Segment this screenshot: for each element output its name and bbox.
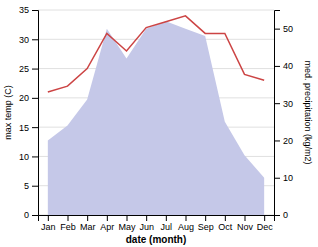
axis-line xyxy=(275,11,281,216)
tick-mark xyxy=(264,215,265,221)
tick-label: 15 xyxy=(19,123,29,133)
y-axis-title: max temp (C) xyxy=(3,85,13,140)
grid xyxy=(38,10,274,215)
tick-mark xyxy=(205,215,206,221)
tick-mark xyxy=(107,215,108,221)
tick: Dec xyxy=(257,215,274,232)
tick: Jul xyxy=(161,215,173,232)
tick-mark xyxy=(274,140,280,141)
tick-label: Aug xyxy=(178,222,194,232)
tick: Apr xyxy=(100,215,114,232)
tick: 15 xyxy=(19,123,38,133)
x-axis: Jan Feb Mar Apr MayJun Jul Aug Sep Oct NovDec xyxy=(39,215,275,232)
line xyxy=(48,16,264,92)
tick-mark xyxy=(274,178,280,179)
axis-line xyxy=(32,11,39,216)
tick-label: 10 xyxy=(283,173,293,183)
tick-mark xyxy=(48,215,49,221)
tick-mark xyxy=(225,215,226,221)
tick-label: 35 xyxy=(19,5,29,15)
tick-label: 5 xyxy=(24,181,29,191)
tick: Jun xyxy=(139,215,154,232)
tick: Aug xyxy=(178,215,194,232)
tick: Nov xyxy=(237,215,254,232)
tick-mark xyxy=(146,215,147,221)
tick: 50 xyxy=(274,24,293,34)
y2-axis-title: med. precipitation (kg/m2) xyxy=(303,60,313,164)
x-axis-title: date (month) xyxy=(126,234,187,245)
tick: 30 xyxy=(274,99,293,109)
tick-mark xyxy=(32,10,38,11)
tick-mark xyxy=(32,156,38,157)
tick: 5 xyxy=(24,181,38,191)
tick-mark xyxy=(32,98,38,99)
tick: 0 xyxy=(274,210,288,220)
tick-label: Apr xyxy=(100,222,114,232)
tick-mark xyxy=(87,215,88,221)
tick-label: 0 xyxy=(283,210,288,220)
tick-mark xyxy=(32,186,38,187)
tick-mark xyxy=(166,215,167,221)
tick: 30 xyxy=(19,35,38,45)
tick: 10 xyxy=(274,173,293,183)
tick: May xyxy=(118,215,136,232)
tick-mark xyxy=(127,215,128,221)
tick: 25 xyxy=(19,64,38,74)
axis-line xyxy=(39,216,275,222)
tick-label: 20 xyxy=(19,93,29,103)
tick-label: 40 xyxy=(283,61,293,71)
tick-mark xyxy=(32,39,38,40)
tick-label: 25 xyxy=(19,64,29,74)
tick-label: 10 xyxy=(19,152,29,162)
tick-mark xyxy=(32,127,38,128)
grid-line xyxy=(38,10,274,11)
y2-axis: 0 10 20 30 40 50 xyxy=(274,11,293,221)
tick: Jan xyxy=(41,215,56,232)
tick-mark xyxy=(245,215,246,221)
tick-label: Sep xyxy=(198,222,214,232)
tick-label: 30 xyxy=(19,35,29,45)
tick-mark xyxy=(274,29,280,30)
tick-mark xyxy=(274,66,280,67)
tick-label: 50 xyxy=(283,24,293,34)
tick: 40 xyxy=(274,61,293,71)
area xyxy=(48,21,264,215)
plot: Jan Feb Mar Apr MayJun Jul Aug Sep Oct NovDec 0 5 10… xyxy=(19,5,293,232)
tick: 20 xyxy=(274,136,293,146)
tick-label: Jun xyxy=(139,222,154,232)
tick: 20 xyxy=(19,93,38,103)
tick: Feb xyxy=(60,215,76,232)
y-axis: 0 5 10 15 20 25 30 35 xyxy=(19,5,39,220)
tick-label: 0 xyxy=(24,210,29,220)
tick-label: Mar xyxy=(80,222,96,232)
tick: 10 xyxy=(19,152,38,162)
tick-label: Oct xyxy=(218,222,233,232)
tick: Oct xyxy=(218,215,233,232)
tick-label: Nov xyxy=(237,222,254,232)
tick-mark xyxy=(32,69,38,70)
tick: 35 xyxy=(19,5,38,15)
tick-mark xyxy=(274,215,280,216)
tick: Sep xyxy=(198,215,214,232)
tick-label: 30 xyxy=(283,99,293,109)
tick-label: 20 xyxy=(283,136,293,146)
tick: Mar xyxy=(80,215,96,232)
chart: Jan Feb Mar Apr MayJun Jul Aug Sep Oct NovDec 0 5 10… xyxy=(0,0,318,247)
tick-label: Feb xyxy=(60,222,76,232)
tick-label: Jan xyxy=(41,222,56,232)
tick-label: May xyxy=(118,222,136,232)
tick-mark xyxy=(32,215,38,216)
tick-mark xyxy=(68,215,69,221)
tick: 0 xyxy=(24,210,38,220)
tick-label: Dec xyxy=(257,222,274,232)
marks xyxy=(48,16,264,215)
tick-mark xyxy=(274,103,280,104)
tick-mark xyxy=(186,215,187,221)
tick-label: Jul xyxy=(161,222,173,232)
